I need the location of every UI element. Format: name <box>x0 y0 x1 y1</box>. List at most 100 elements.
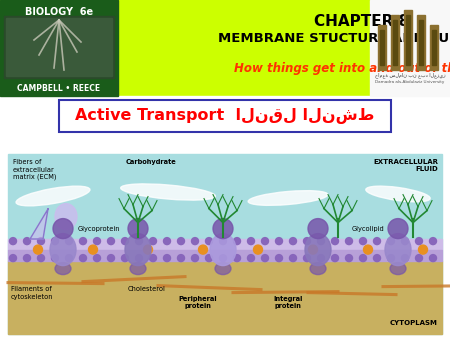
Bar <box>8 249 442 261</box>
Circle shape <box>374 238 381 245</box>
Bar <box>380 30 384 65</box>
Ellipse shape <box>125 234 151 266</box>
Circle shape <box>220 238 226 245</box>
Ellipse shape <box>213 219 233 239</box>
Circle shape <box>23 238 31 245</box>
Text: CHAPTER 8: CHAPTER 8 <box>315 14 410 29</box>
Circle shape <box>248 255 255 262</box>
Ellipse shape <box>248 191 328 206</box>
Circle shape <box>387 255 395 262</box>
Circle shape <box>66 255 72 262</box>
Circle shape <box>303 238 310 245</box>
Text: Peripheral
protein: Peripheral protein <box>179 296 217 309</box>
Ellipse shape <box>121 184 215 200</box>
Bar <box>8 154 442 334</box>
Circle shape <box>108 255 114 262</box>
Circle shape <box>387 238 395 245</box>
Circle shape <box>206 255 212 262</box>
Text: Cholesterol: Cholesterol <box>128 286 166 292</box>
Bar <box>419 20 423 65</box>
Ellipse shape <box>55 203 77 230</box>
Ellipse shape <box>366 186 430 202</box>
Circle shape <box>275 238 283 245</box>
Circle shape <box>261 238 269 245</box>
Circle shape <box>289 255 297 262</box>
Ellipse shape <box>215 263 231 274</box>
Ellipse shape <box>55 263 71 274</box>
Circle shape <box>332 255 338 262</box>
Ellipse shape <box>385 234 411 266</box>
Circle shape <box>429 238 436 245</box>
Ellipse shape <box>388 219 408 239</box>
Bar <box>417 15 425 70</box>
Bar <box>393 20 397 65</box>
Text: BIOLOGY  6e: BIOLOGY 6e <box>25 7 93 17</box>
Circle shape <box>234 238 240 245</box>
Circle shape <box>360 255 366 262</box>
Circle shape <box>122 238 129 245</box>
Circle shape <box>248 238 255 245</box>
Circle shape <box>415 255 423 262</box>
Text: جامعة سلمان بن عبد العزيز: جامعة سلمان بن عبد العزيز <box>375 72 446 78</box>
Circle shape <box>289 238 297 245</box>
Text: Glycolipid: Glycolipid <box>352 226 385 232</box>
Text: MEMBRANE STUCTURE AND FUNCTION: MEMBRANE STUCTURE AND FUNCTION <box>218 32 450 45</box>
Bar <box>0 0 450 96</box>
Text: Integral
protein: Integral protein <box>273 296 303 309</box>
Circle shape <box>51 238 59 245</box>
Circle shape <box>206 238 212 245</box>
Circle shape <box>401 238 409 245</box>
Text: How things get into and out of the cell: How things get into and out of the cell <box>234 62 450 75</box>
Circle shape <box>374 255 381 262</box>
Circle shape <box>418 245 427 254</box>
Circle shape <box>149 255 157 262</box>
Bar <box>4 16 114 78</box>
Circle shape <box>135 255 143 262</box>
Text: Active Transport  النقل النشط: Active Transport النقل النشط <box>75 108 375 124</box>
Text: Carbohydrate: Carbohydrate <box>126 159 177 165</box>
Circle shape <box>163 255 171 262</box>
Circle shape <box>275 255 283 262</box>
Ellipse shape <box>130 263 146 274</box>
Ellipse shape <box>128 219 148 239</box>
Circle shape <box>94 255 100 262</box>
Circle shape <box>220 255 226 262</box>
Circle shape <box>51 255 59 262</box>
Bar <box>391 15 399 70</box>
Ellipse shape <box>53 219 73 239</box>
Ellipse shape <box>16 186 90 206</box>
FancyBboxPatch shape <box>59 100 391 132</box>
Circle shape <box>108 238 114 245</box>
Circle shape <box>9 238 17 245</box>
Circle shape <box>346 238 352 245</box>
Bar <box>378 25 386 70</box>
Circle shape <box>37 238 45 245</box>
Circle shape <box>401 255 409 262</box>
Bar <box>6 18 112 76</box>
Circle shape <box>80 255 86 262</box>
Text: CAMPBELL • REECE: CAMPBELL • REECE <box>18 84 100 93</box>
Circle shape <box>177 255 184 262</box>
Bar <box>370 0 450 96</box>
Circle shape <box>192 255 198 262</box>
Circle shape <box>163 238 171 245</box>
Circle shape <box>37 255 45 262</box>
Circle shape <box>192 238 198 245</box>
Bar <box>432 30 436 65</box>
Circle shape <box>332 238 338 245</box>
Ellipse shape <box>50 234 76 266</box>
Bar <box>8 261 442 334</box>
Ellipse shape <box>390 263 406 274</box>
Bar <box>404 10 412 70</box>
Ellipse shape <box>308 219 328 239</box>
Circle shape <box>94 238 100 245</box>
Circle shape <box>318 255 324 262</box>
Circle shape <box>360 238 366 245</box>
Circle shape <box>253 245 262 254</box>
Circle shape <box>346 255 352 262</box>
Bar <box>430 25 438 70</box>
Circle shape <box>122 255 129 262</box>
Circle shape <box>66 238 72 245</box>
Circle shape <box>303 255 310 262</box>
Circle shape <box>415 238 423 245</box>
